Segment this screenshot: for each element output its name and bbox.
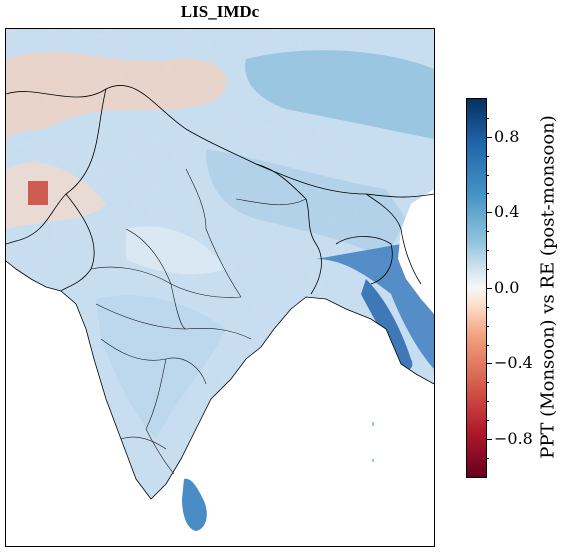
colorbar-minor-tick — [486, 420, 489, 421]
country-borders — [6, 84, 434, 500]
colorbar-tick-label: 0.4 — [494, 202, 520, 221]
colorbar-minor-tick — [486, 382, 489, 383]
colorbar-tick — [486, 288, 492, 289]
colorbar-minor-tick — [486, 345, 489, 346]
colorbar-minor-tick — [486, 231, 489, 232]
colorbar-tick-label: 0.8 — [494, 127, 520, 146]
colorbar-tick — [486, 439, 492, 440]
sri-lanka — [182, 478, 207, 531]
colorbar-minor-tick — [486, 458, 489, 459]
colorbar-label: PPT (Monsoon) vs RE (post-monsoon) — [537, 115, 559, 459]
map-panel — [5, 28, 435, 547]
colorbar-tick — [486, 137, 492, 138]
colorbar-minor-tick — [486, 307, 489, 308]
colorbar — [466, 98, 487, 478]
state-borders — [90, 168, 307, 475]
colorbar-minor-tick — [486, 156, 489, 157]
colorbar-minor-tick — [486, 250, 489, 251]
correlation-map — [6, 29, 434, 531]
colorbar-minor-tick — [486, 269, 489, 270]
colorbar-tick — [486, 363, 492, 364]
colorbar-minor-tick — [486, 193, 489, 194]
colorbar-minor-tick — [486, 326, 489, 327]
colorbar-minor-tick — [486, 401, 489, 402]
colorbar-tick-label: −0.8 — [494, 429, 533, 448]
colorbar-minor-tick — [486, 175, 489, 176]
colorbar-minor-tick — [486, 118, 489, 119]
colorbar-tick-label: 0.0 — [494, 278, 520, 297]
map-title: LIS_IMDc — [180, 2, 260, 21]
colorbar-tick — [486, 212, 492, 213]
colorbar-tick-label: −0.4 — [494, 353, 533, 372]
